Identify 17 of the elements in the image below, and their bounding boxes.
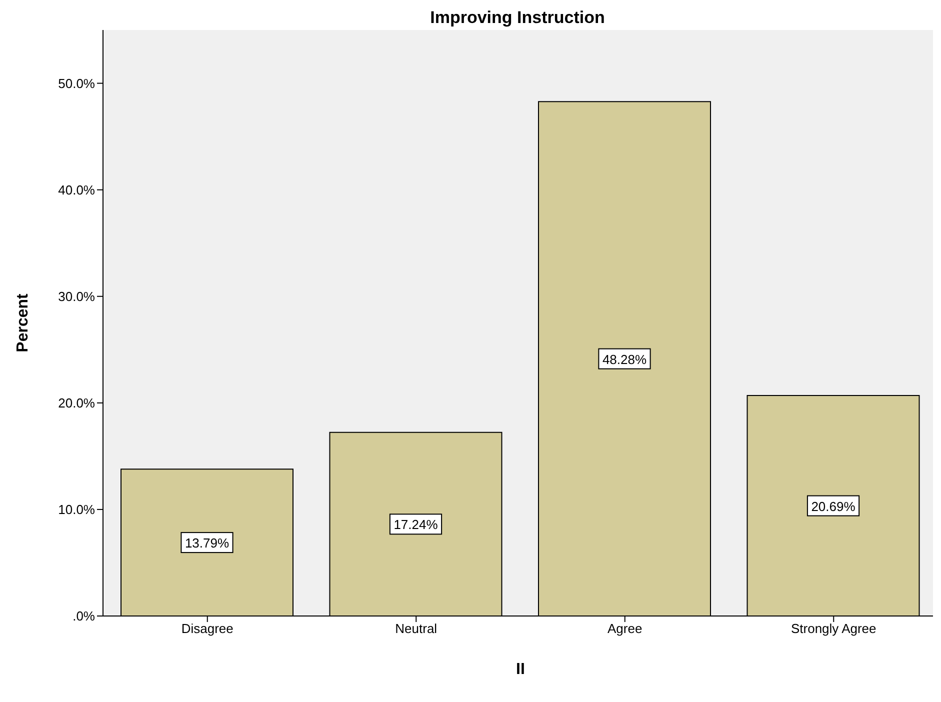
- y-tick-label: 40.0%: [58, 182, 96, 198]
- y-tick-label: 30.0%: [58, 288, 96, 304]
- y-tick-label: 10.0%: [58, 502, 96, 518]
- y-tick-label: 50.0%: [58, 76, 96, 91]
- chart-title: Improving Instruction: [429, 8, 606, 28]
- x-tick-label: Neutral: [395, 621, 438, 636]
- y-axis-title: Percent: [14, 292, 32, 352]
- y-tick-label: 20.0%: [58, 396, 96, 411]
- x-tick-label: Strongly Agree: [790, 621, 876, 636]
- x-tick-label: Disagree: [181, 621, 234, 636]
- data-label: 48.28%: [602, 352, 647, 367]
- data-label: 13.79%: [184, 536, 230, 551]
- x-tick-label: Agree: [608, 621, 642, 636]
- data-label: 20.69%: [811, 498, 856, 514]
- y-tick-label: .0%: [72, 608, 96, 624]
- x-axis-title: II: [516, 661, 525, 678]
- data-label: 17.24%: [394, 517, 438, 532]
